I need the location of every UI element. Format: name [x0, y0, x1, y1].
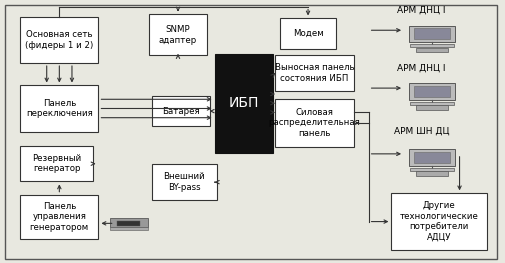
Bar — [416, 48, 448, 52]
Text: АРМ ДНЦ I: АРМ ДНЦ I — [397, 64, 446, 73]
Bar — [275, 99, 354, 147]
Text: Батарея: Батарея — [162, 107, 199, 116]
Bar — [152, 164, 217, 200]
Text: Основная сеть
(фидеры 1 и 2): Основная сеть (фидеры 1 и 2) — [25, 31, 93, 50]
Text: Панель
переключения: Панель переключения — [26, 99, 93, 118]
Text: Модем: Модем — [293, 29, 323, 38]
Bar — [391, 193, 487, 250]
Bar — [149, 14, 207, 55]
Bar — [414, 86, 449, 97]
Text: Панель
управления
генератором: Панель управления генератором — [30, 202, 89, 232]
Bar — [414, 152, 449, 163]
Text: Другие
технологические
потребители
АДЦУ: Другие технологические потребители АДЦУ — [400, 201, 479, 242]
Bar — [20, 146, 93, 181]
Bar — [409, 149, 454, 166]
Bar — [410, 44, 453, 47]
Bar — [416, 171, 448, 176]
Text: ИБП: ИБП — [228, 96, 259, 110]
Bar — [410, 168, 453, 171]
Text: Внешний
BY-pass: Внешний BY-pass — [164, 173, 205, 192]
Bar — [414, 28, 449, 39]
Bar — [117, 221, 140, 226]
Bar — [409, 26, 454, 42]
Bar — [110, 227, 148, 230]
Bar — [409, 83, 454, 100]
Bar — [20, 17, 98, 63]
Text: АРМ ДНЦ I: АРМ ДНЦ I — [397, 6, 446, 15]
Bar — [152, 96, 210, 126]
Bar — [275, 55, 354, 91]
Bar — [280, 18, 336, 49]
Text: SNMP
адаптер: SNMP адаптер — [159, 25, 197, 44]
Text: Резервный
генератор: Резервный генератор — [32, 154, 81, 173]
Text: Силовая
распределительная
панель: Силовая распределительная панель — [269, 108, 360, 138]
Bar — [410, 102, 453, 105]
Text: Выносная панель
состояния ИБП: Выносная панель состояния ИБП — [275, 63, 354, 83]
Bar — [416, 105, 448, 110]
Bar — [20, 195, 98, 239]
Text: АРМ ШН ДЦ: АРМ ШН ДЦ — [394, 127, 449, 136]
Bar — [110, 218, 148, 227]
Bar — [20, 85, 98, 132]
Bar — [215, 54, 273, 153]
